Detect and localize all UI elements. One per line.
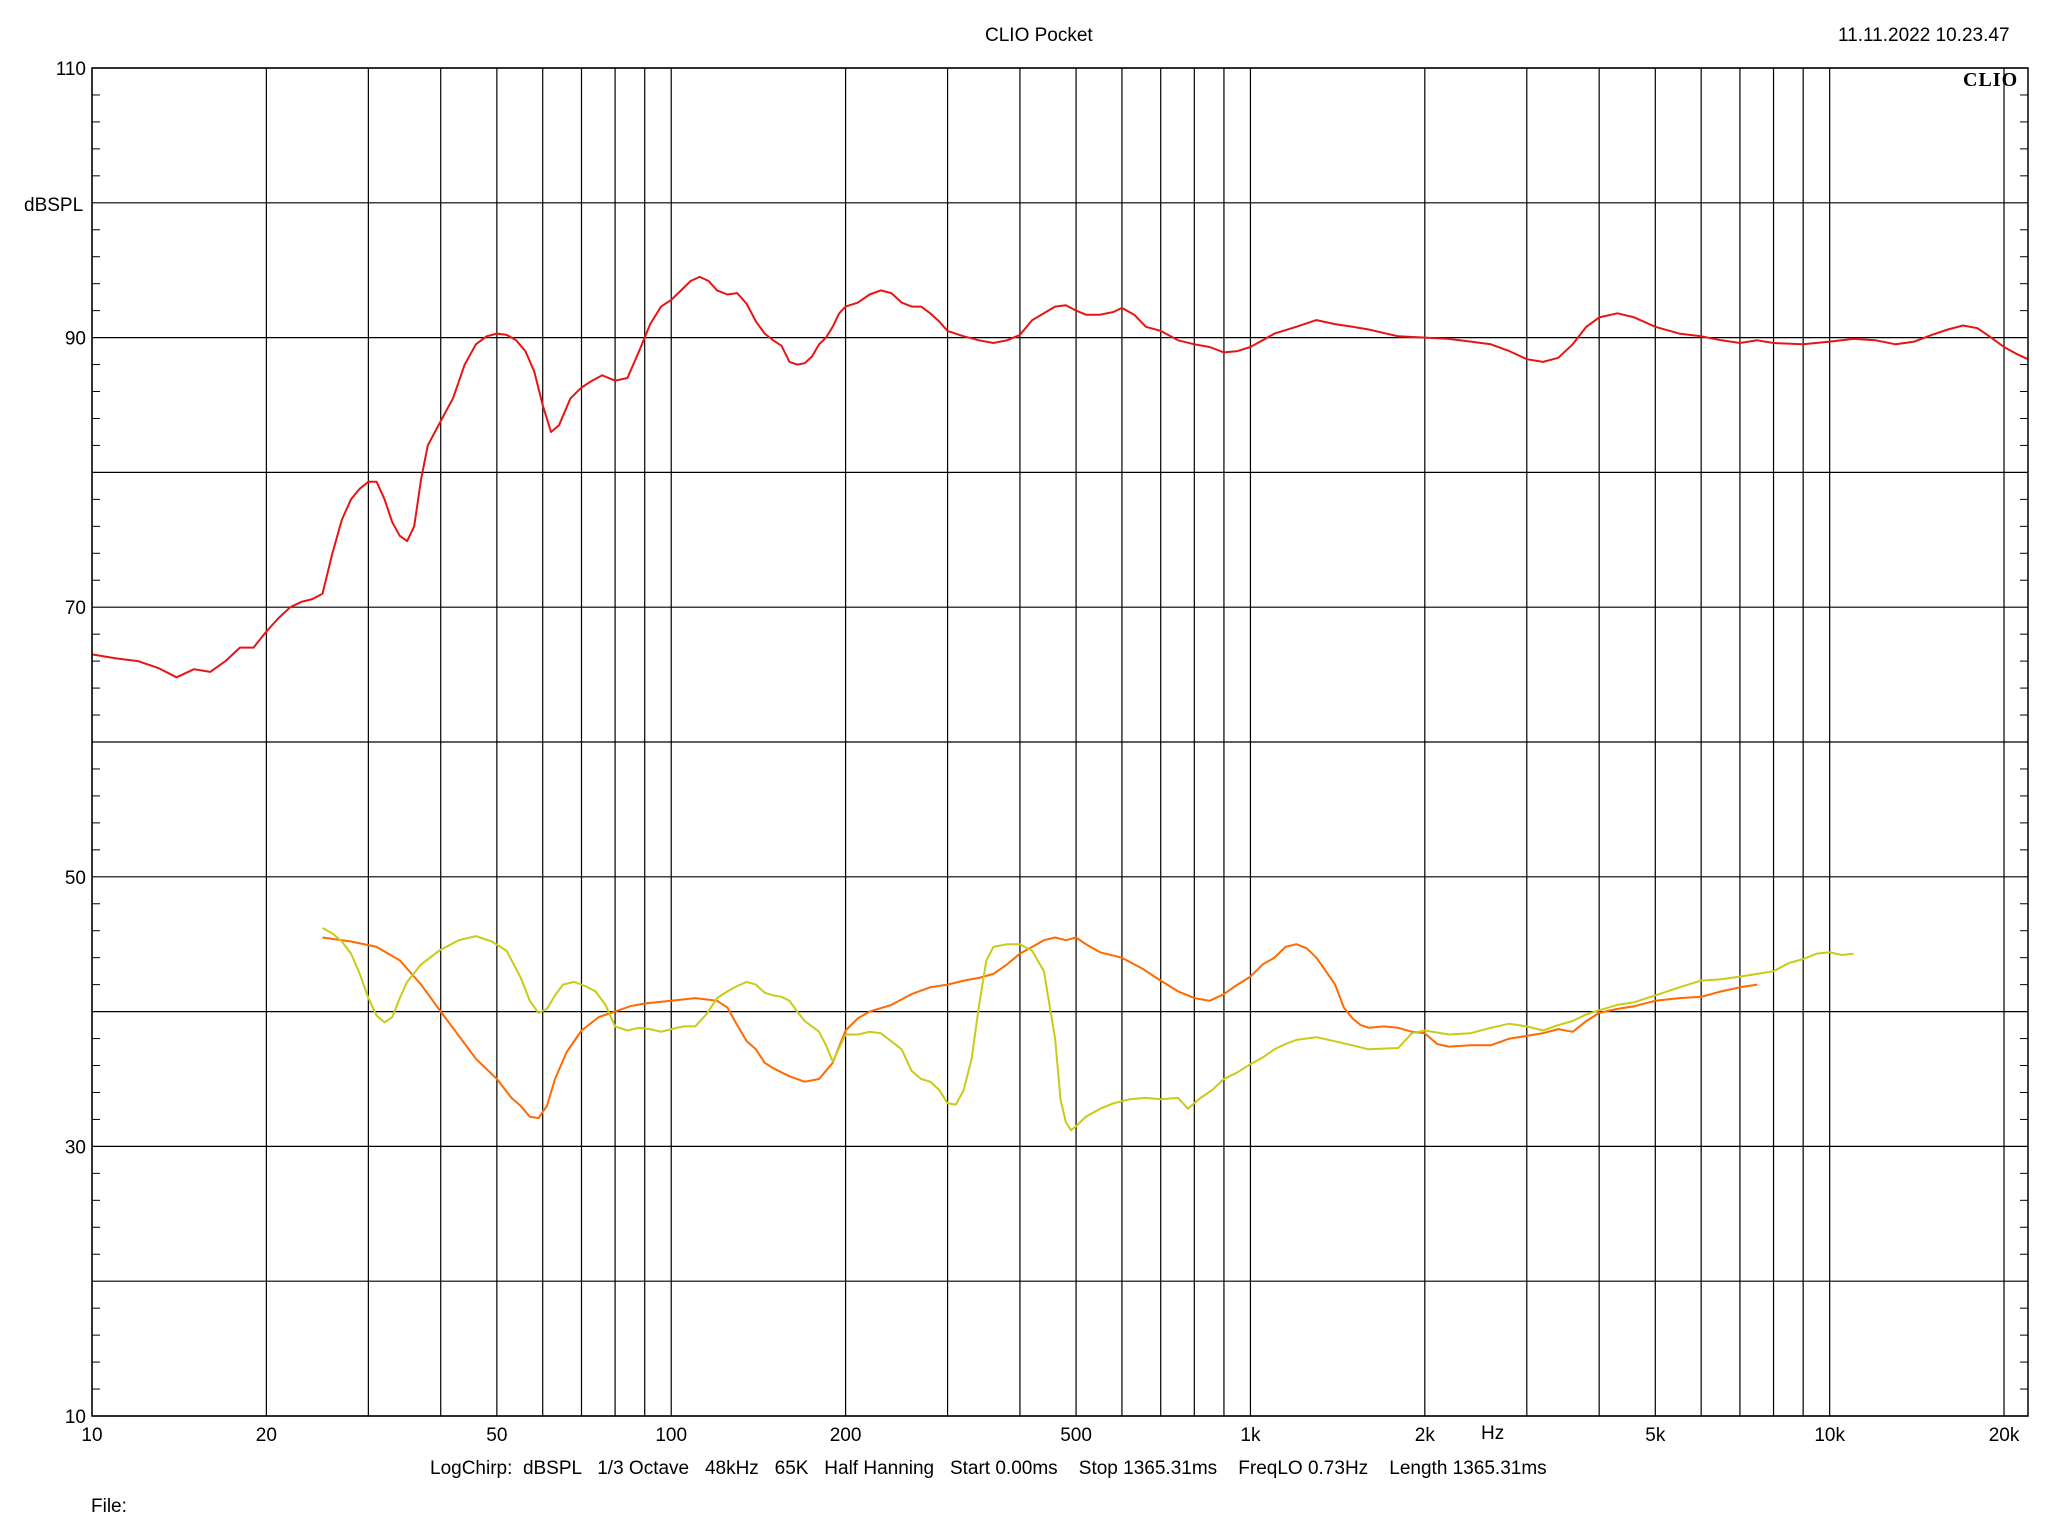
y-tick-label: 10 [65, 1407, 86, 1428]
x-tick-label: 100 [655, 1425, 687, 1446]
y-axis-label: dBSPL [24, 195, 84, 216]
series-line-1 [91, 275, 2029, 679]
plot-frame [91, 67, 2029, 1417]
measurement-parameters: LogChirp: dBSPL 1/3 Octave 48kHz 65K Hal… [430, 1458, 1547, 1479]
x-tick-label: 5k [1645, 1425, 1666, 1446]
series-line-3 [322, 927, 1854, 1132]
x-tick-label: 500 [1060, 1425, 1092, 1446]
x-axis-label: Hz [1481, 1423, 1505, 1444]
x-tick-label: 2k [1415, 1425, 1436, 1446]
timestamp: 11.11.2022 10.23.47 [1838, 25, 2010, 46]
series-line-2 [322, 936, 1758, 1120]
grid-lines [91, 67, 2028, 1417]
y-tick-label: 30 [65, 1137, 86, 1158]
file-label: File: [91, 1496, 127, 1517]
y-tick-label: 50 [65, 868, 86, 889]
x-tick-label: 20k [1989, 1425, 2020, 1446]
clio-logo: CLIO [1963, 69, 2019, 91]
tick-labels: 10 20 50 100 200 500 1k 2k 5k 10k 20k 110 90 70 50 30 10 [56, 59, 2020, 1446]
x-tick-label: 20 [256, 1425, 277, 1446]
x-tick-label: 50 [486, 1425, 507, 1446]
x-tick-label: 10 [81, 1425, 102, 1446]
series-lines [91, 275, 2029, 1132]
y-tick-label: 70 [65, 598, 86, 619]
x-tick-label: 1k [1240, 1425, 1261, 1446]
x-tick-label: 200 [830, 1425, 862, 1446]
x-tick-label: 10k [1814, 1425, 1845, 1446]
y-tick-label: 110 [56, 59, 86, 80]
chart-title: CLIO Pocket [985, 25, 1093, 46]
y-tick-label: 90 [65, 329, 86, 350]
